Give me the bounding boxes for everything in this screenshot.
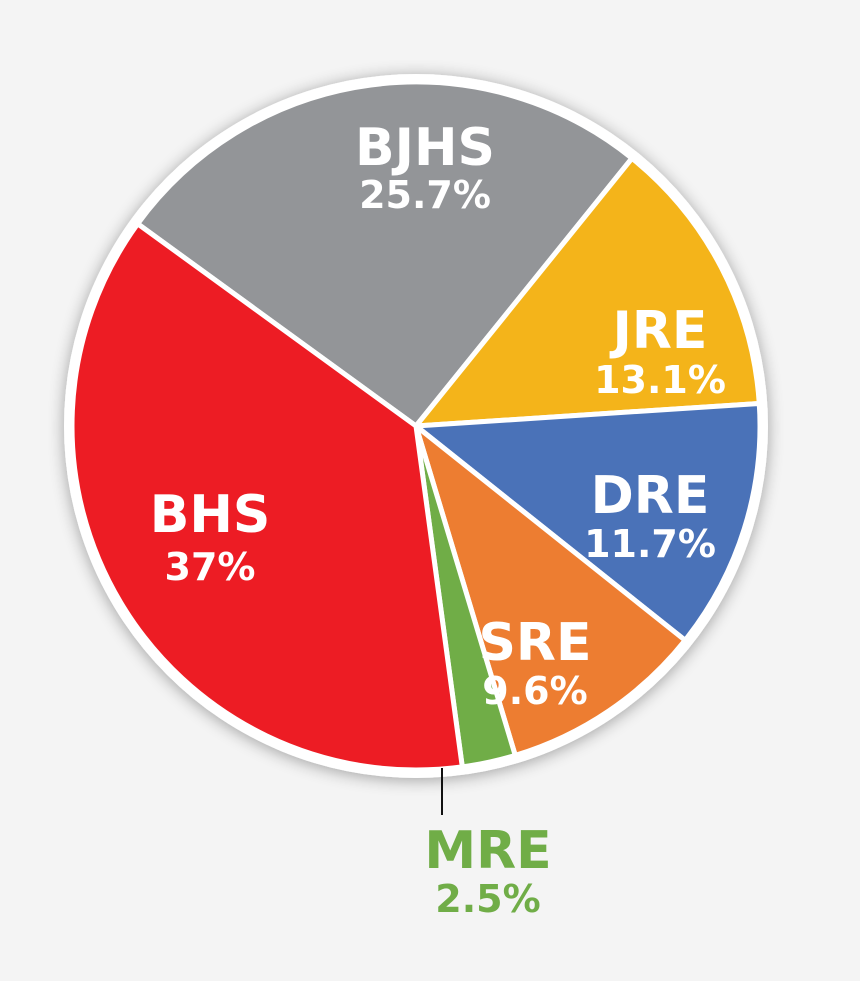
slice-label-bjhs: BJHS — [355, 118, 495, 178]
slice-value-bhs: 37% — [165, 545, 256, 589]
slice-label-sre: SRE — [478, 613, 591, 673]
slice-label-dre: DRE — [591, 466, 710, 526]
slice-label-mre: MRE — [424, 821, 551, 881]
slice-value-dre: 11.7% — [584, 522, 716, 566]
pie-slice-jre — [413, 155, 762, 429]
slice-value-jre: 13.1% — [594, 358, 726, 402]
slice-value-sre: 9.6% — [482, 669, 587, 713]
pie-slice-dre — [413, 400, 763, 643]
slice-value-mre: 2.5% — [435, 877, 540, 921]
slice-label-jre: JRE — [610, 301, 708, 361]
pie-slices — [69, 79, 763, 773]
slice-value-bjhs: 25.7% — [359, 173, 491, 217]
pie-slice-bjhs — [135, 79, 635, 429]
pie-slice-bhs — [69, 221, 465, 773]
slice-label-bhs: BHS — [150, 485, 271, 545]
pie-slice-sre — [413, 423, 688, 758]
